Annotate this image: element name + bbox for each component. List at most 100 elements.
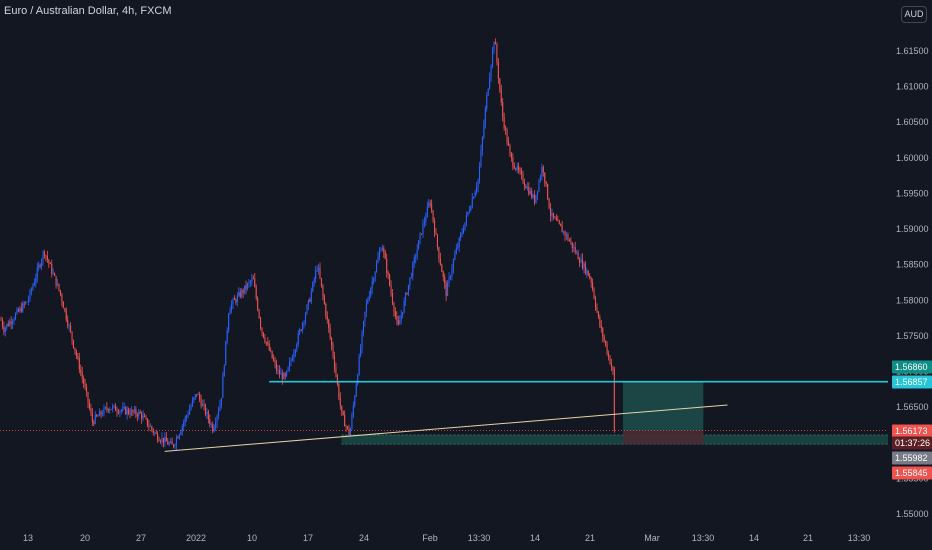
candle-body [522,174,524,183]
candle-body [254,278,256,287]
candle-body [138,411,140,417]
candle-body [333,356,336,368]
candle-body [547,183,549,200]
candle-body [206,412,208,415]
price-tag-text: 1.56860 [895,362,928,372]
candle-body [275,363,278,371]
candle-body [270,350,272,352]
candle-body [423,221,425,224]
candle-body [576,252,578,254]
candle-body [90,408,92,414]
candle-body [345,426,347,428]
y-tick-label: 1.56500 [896,402,929,412]
candle-body [22,303,24,312]
candle-body [287,367,289,371]
candle-body [552,212,554,218]
candle-body [123,407,125,408]
candle-body [229,309,231,315]
candle-body [396,316,398,321]
support-zone[interactable] [341,434,888,445]
candle-body [515,168,517,170]
candle-body [68,325,70,327]
candle-body [449,276,452,278]
candle-body [377,257,379,263]
candle-body [180,431,182,435]
candle-body [329,328,331,338]
candle-body [290,360,292,363]
candle-body [226,330,228,341]
candle-body [32,285,34,290]
x-tick-label: 10 [247,533,257,543]
candle-body [135,409,137,415]
trend-line[interactable] [164,404,728,452]
price-tag-bg [892,451,932,465]
candle-body [145,416,147,419]
candle-body [486,95,488,109]
candle-body [280,373,282,375]
candle-body [418,240,420,250]
candle-body [558,220,560,224]
candle-body [210,424,212,425]
candle-body [107,409,109,411]
candle-body [452,259,454,270]
candle-body [344,414,346,427]
x-tick-label: 21 [585,533,595,543]
candle-body [165,437,167,442]
candle-body [20,307,22,312]
candle-body [612,366,614,370]
candle-body [445,283,447,296]
candle-body [465,214,467,223]
currency-button[interactable]: AUD [901,6,927,23]
x-tick-label: 27 [136,533,146,543]
candle-body [30,289,32,291]
candle-body [380,250,382,252]
candle-body [54,273,56,276]
price-tag-last: 1.56173 [892,424,932,438]
candle-body [580,258,582,263]
candle-body [248,282,250,284]
candle-body [505,128,507,130]
candle-body [583,263,585,268]
candle-body [384,252,386,259]
price-tag-text: 1.56857 [895,377,928,387]
price-tag-bg [892,436,932,450]
candle-body [613,369,615,431]
candle-body [381,248,383,251]
candle-body [207,412,209,420]
target-zone[interactable] [622,381,704,431]
stop-zone[interactable] [622,430,704,445]
price-tag-bg [892,466,932,480]
candle-body [347,426,349,429]
x-tick-label: 13:30 [692,533,715,543]
candle-body [157,433,159,441]
price-axis[interactable]: 1.61500 1.61000 1.60500 1.60000 1.59500 1.590… [888,0,932,550]
candle-body [6,324,8,328]
candle-body [306,305,308,315]
candle-body [589,275,591,278]
candle-body [503,117,505,129]
candle-body [567,234,569,240]
x-tick-label: 14 [749,533,759,543]
candle-body [606,344,608,354]
time-axis[interactable]: 13 20 27 2022 10 17 24 Feb 13:30 14 21 Mar 13:30 14 21… [0,527,888,550]
candle-body [304,314,307,322]
candle-body [204,405,206,415]
candle-body [242,290,244,293]
candle-body [570,241,572,243]
candle-body [574,247,576,253]
candle-body [236,295,238,303]
candle-body [186,415,188,418]
candle-body [550,208,552,217]
candle-body [548,199,550,209]
candle-body [447,282,449,296]
candle-body [468,210,470,213]
candle-body [551,212,553,217]
candle-body [162,437,164,443]
candle-body [477,179,479,187]
candle-body [312,282,314,292]
candle-body [178,434,180,439]
candle-body [96,414,98,417]
candle-body [9,321,11,326]
